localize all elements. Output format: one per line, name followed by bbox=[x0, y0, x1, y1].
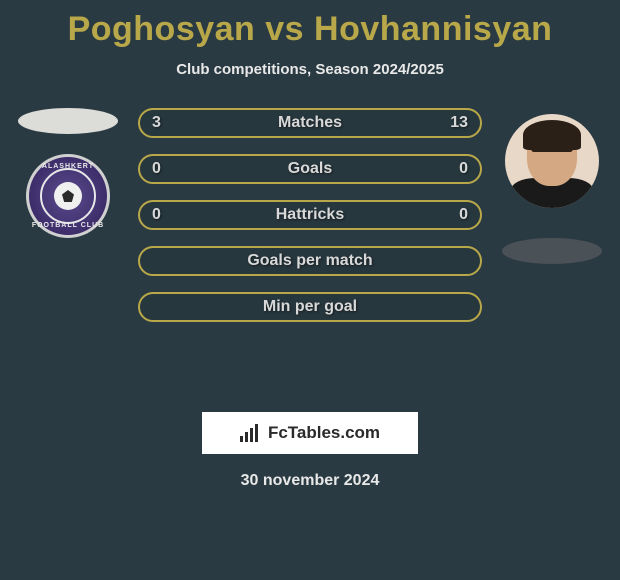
badge-text-top: ALASHKERT bbox=[29, 163, 107, 170]
left-player-column: ALASHKERT FOOTBALL CLUB bbox=[8, 108, 128, 238]
stat-row-matches: 3 Matches 13 bbox=[138, 108, 482, 138]
stat-right-value: 0 bbox=[459, 160, 468, 178]
left-club-badge: ALASHKERT FOOTBALL CLUB bbox=[26, 154, 110, 238]
soccer-ball-icon bbox=[54, 182, 82, 210]
stat-label: Hattricks bbox=[276, 206, 344, 224]
stats-panel: 3 Matches 13 0 Goals 0 0 Hattricks 0 Goa… bbox=[138, 108, 482, 338]
badge-text-bottom: FOOTBALL CLUB bbox=[29, 222, 107, 229]
subtitle: Club competitions, Season 2024/2025 bbox=[0, 61, 620, 78]
page-title: Poghosyan vs Hovhannisyan bbox=[0, 0, 620, 49]
stat-row-min-per-goal: Min per goal bbox=[138, 292, 482, 322]
stat-left-value: 0 bbox=[152, 206, 161, 224]
stat-label: Goals bbox=[288, 160, 332, 178]
bar-chart-icon bbox=[240, 424, 262, 442]
right-player-photo bbox=[505, 114, 599, 208]
stat-left-value: 3 bbox=[152, 114, 161, 132]
stat-left-value: 0 bbox=[152, 160, 161, 178]
stat-label: Goals per match bbox=[247, 252, 372, 270]
badge-inner-ring bbox=[40, 168, 96, 224]
stat-right-value: 0 bbox=[459, 206, 468, 224]
left-player-placeholder-ellipse bbox=[18, 108, 118, 134]
stat-right-value: 13 bbox=[450, 114, 468, 132]
stat-row-goals-per-match: Goals per match bbox=[138, 246, 482, 276]
stat-label: Min per goal bbox=[263, 298, 357, 316]
right-player-column bbox=[492, 108, 612, 264]
stat-label: Matches bbox=[278, 114, 342, 132]
stat-row-hattricks: 0 Hattricks 0 bbox=[138, 200, 482, 230]
player-brow-shape bbox=[531, 146, 573, 152]
stat-row-goals: 0 Goals 0 bbox=[138, 154, 482, 184]
brand-badge: FcTables.com bbox=[202, 412, 418, 454]
right-club-placeholder-ellipse bbox=[502, 238, 602, 264]
brand-text: FcTables.com bbox=[268, 423, 380, 443]
comparison-content: ALASHKERT FOOTBALL CLUB 3 Matches 13 0 G… bbox=[0, 108, 620, 408]
date-text: 30 november 2024 bbox=[0, 472, 620, 490]
